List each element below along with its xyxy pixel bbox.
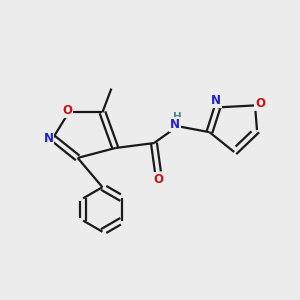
Text: H: H xyxy=(173,112,182,122)
Text: N: N xyxy=(211,94,221,107)
Text: O: O xyxy=(153,173,163,186)
Text: O: O xyxy=(255,98,266,110)
Text: N: N xyxy=(170,118,180,130)
Text: N: N xyxy=(44,132,53,145)
Text: O: O xyxy=(62,104,72,117)
